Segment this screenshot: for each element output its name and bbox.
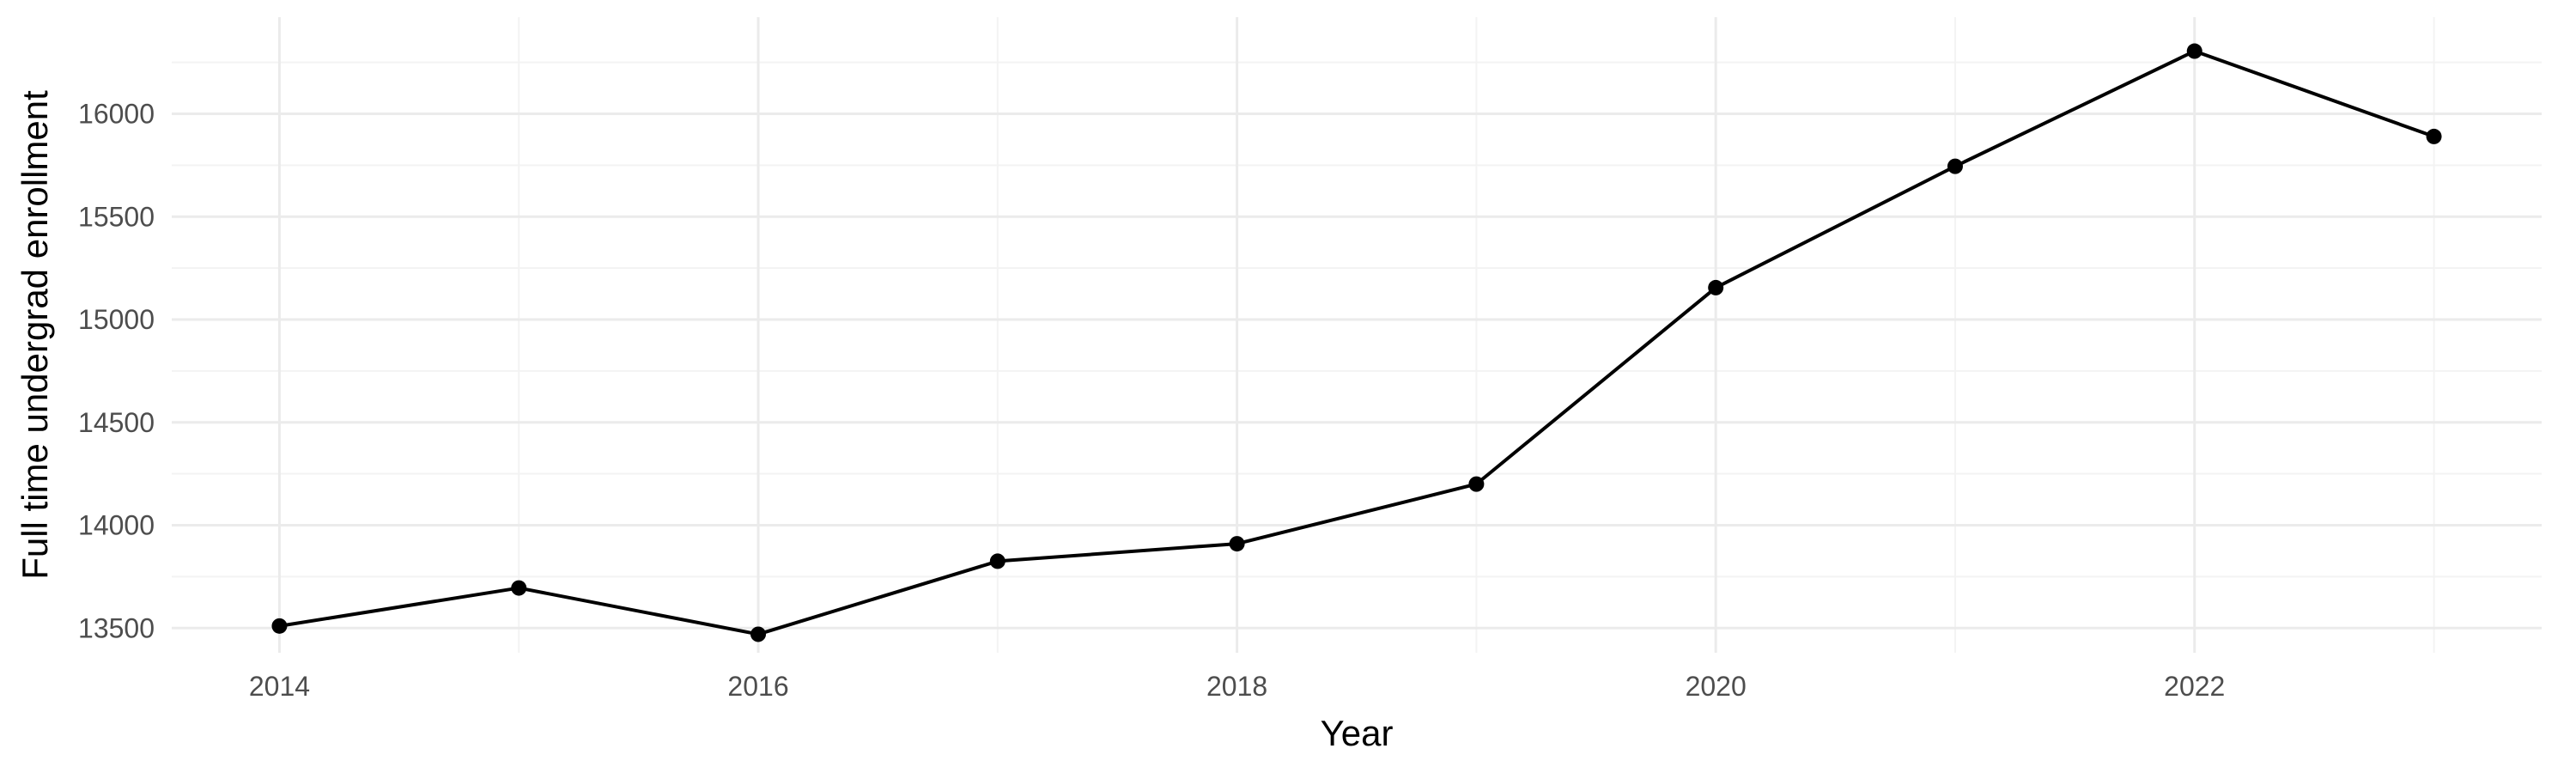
- data-points: [271, 43, 2442, 642]
- data-point-2016: [750, 626, 767, 642]
- data-point-2018: [1229, 536, 1245, 552]
- y-axis-title: Full time undergrad enrollment: [15, 90, 55, 580]
- data-point-2014: [271, 618, 288, 634]
- x-tick-label: 2016: [727, 671, 788, 702]
- data-point-2015: [511, 580, 527, 596]
- y-axis-ticks: 13500 14000 14500 15000 15500 16000: [78, 99, 155, 644]
- y-tick-label: 15000: [78, 304, 155, 335]
- grid-lines: [172, 17, 2542, 653]
- x-tick-label: 2014: [249, 671, 310, 702]
- data-point-2022: [2186, 43, 2202, 59]
- x-axis-title: Year: [1321, 713, 1394, 753]
- data-point-2020: [1708, 279, 1724, 295]
- y-tick-label: 14500: [78, 407, 155, 438]
- data-point-2019: [1468, 476, 1485, 492]
- x-tick-label: 2018: [1206, 671, 1267, 702]
- x-axis-ticks: 2014 2016 2018 2020 2022: [249, 671, 2225, 702]
- series-line: [279, 49, 2435, 636]
- series-line-layer: [279, 49, 2435, 636]
- x-tick-label: 2020: [1686, 671, 1747, 702]
- y-tick-label: 15500: [78, 201, 155, 232]
- x-tick-label: 2022: [2164, 671, 2225, 702]
- data-point-2021: [1947, 158, 1963, 174]
- y-tick-label: 14000: [78, 510, 155, 541]
- y-tick-label: 16000: [78, 99, 155, 130]
- data-point-2023: [2426, 128, 2442, 144]
- y-tick-label: 13500: [78, 612, 155, 643]
- data-point-2017: [989, 553, 1005, 569]
